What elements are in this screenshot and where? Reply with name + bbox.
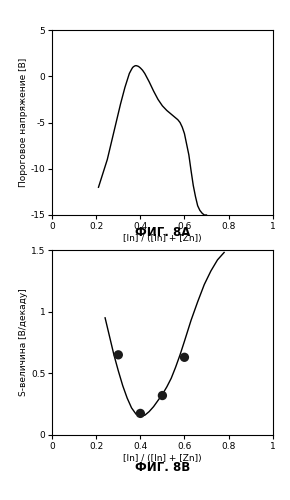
Point [116, 351, 121, 359]
Point [182, 354, 187, 362]
X-axis label: [In] / ([In] + [Zn]): [In] / ([In] + [Zn]) [123, 454, 202, 462]
Y-axis label: S-величина [В/декаду]: S-величина [В/декаду] [19, 288, 28, 397]
Y-axis label: Пороговое напряжение [В]: Пороговое напряжение [В] [19, 58, 28, 187]
Point [138, 410, 143, 418]
Text: ФИГ. 8В: ФИГ. 8В [135, 461, 190, 474]
Text: ФИГ. 8А: ФИГ. 8А [135, 226, 190, 239]
X-axis label: [In] / ([In] + [Zn]): [In] / ([In] + [Zn]) [123, 234, 202, 242]
Point [160, 392, 165, 400]
